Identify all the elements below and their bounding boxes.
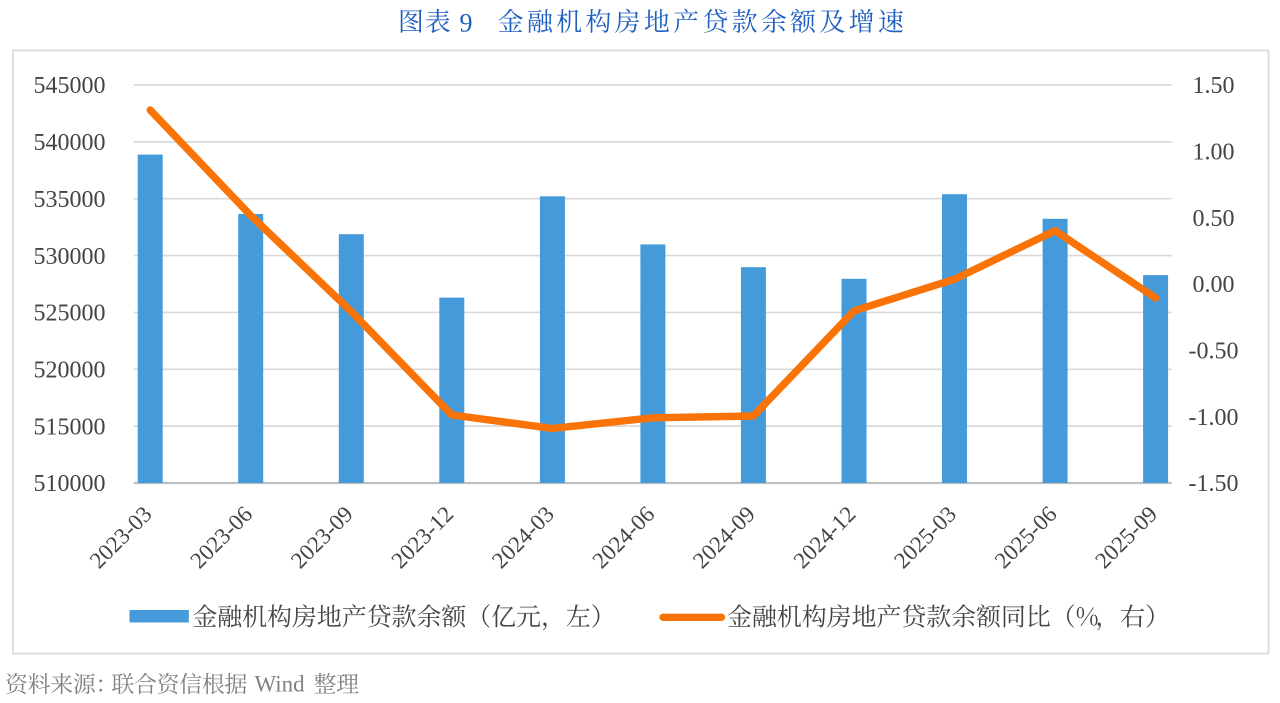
svg-text:530000: 530000 (34, 244, 106, 270)
svg-text:-1.50: -1.50 (1189, 471, 1239, 497)
svg-text:515000: 515000 (34, 414, 106, 440)
svg-text:1.00: 1.00 (1193, 140, 1235, 166)
svg-text:545000: 545000 (34, 73, 106, 99)
svg-text:0.50: 0.50 (1193, 206, 1235, 232)
svg-text:-0.50: -0.50 (1189, 339, 1239, 365)
svg-text:520000: 520000 (34, 358, 106, 384)
svg-text:525000: 525000 (34, 301, 106, 327)
svg-text:540000: 540000 (34, 130, 106, 156)
svg-text:510000: 510000 (34, 471, 106, 497)
svg-text:1.50: 1.50 (1193, 73, 1235, 99)
svg-text:0.00: 0.00 (1193, 272, 1235, 298)
svg-text:Wind: Wind (255, 672, 306, 697)
svg-text:535000: 535000 (34, 187, 106, 213)
svg-text:-1.00: -1.00 (1189, 405, 1239, 431)
svg-text:9: 9 (460, 9, 473, 38)
